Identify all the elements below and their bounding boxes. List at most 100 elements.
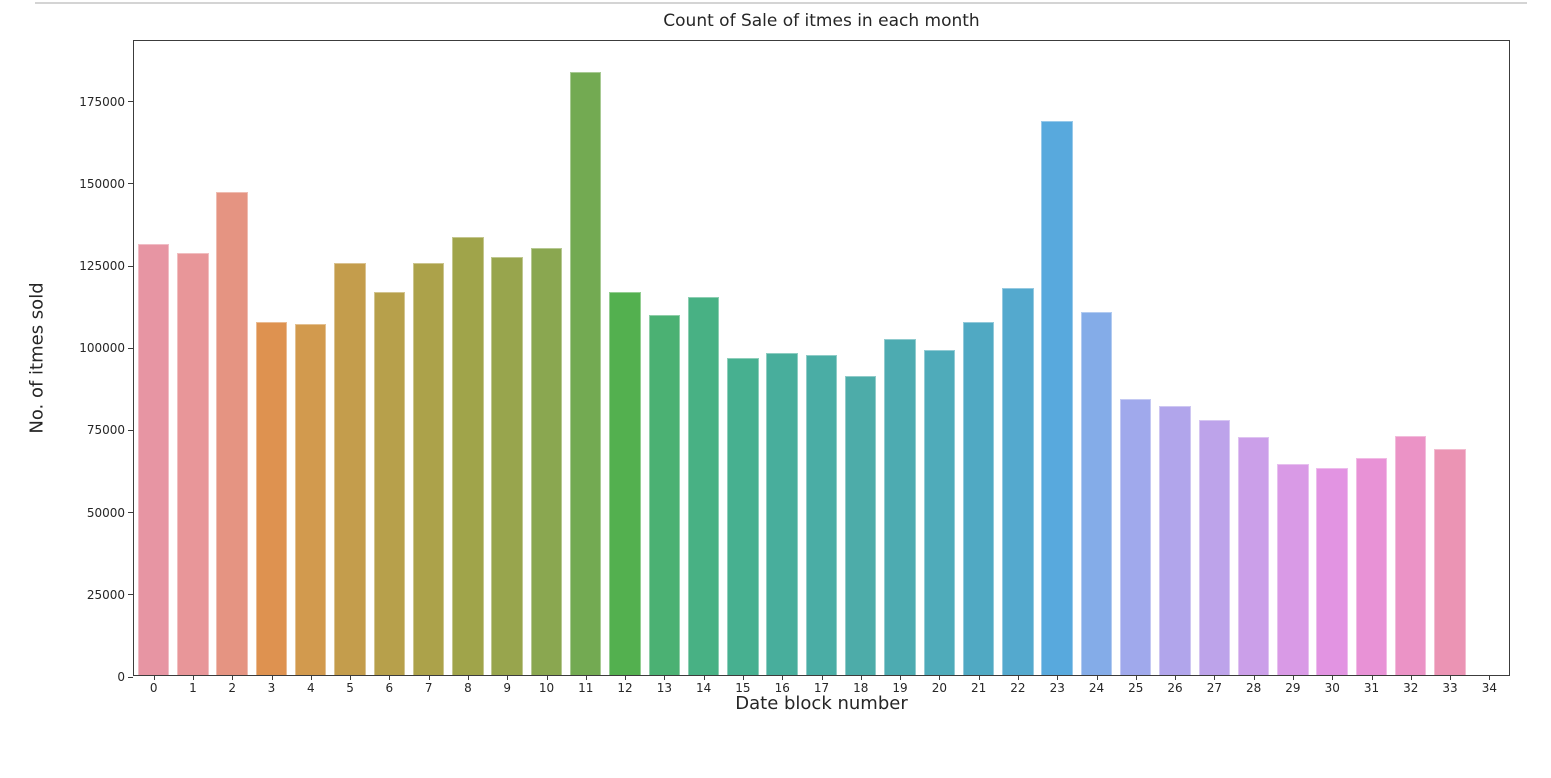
x-tick-label: 28: [1246, 681, 1262, 695]
bar-slot-14: [684, 41, 723, 675]
x-tick-label: 17: [813, 681, 830, 695]
x-tick-label: 23: [1049, 681, 1065, 695]
x-tick-mark: [192, 675, 194, 680]
x-tick-label: 25: [1128, 681, 1144, 695]
bar-16: [766, 353, 798, 675]
bar-slot-10: [527, 41, 566, 675]
x-tick-mark: [703, 675, 705, 680]
x-tick-mark: [900, 675, 902, 680]
x-tick-label: 21: [971, 681, 987, 695]
bar-slot-22: [998, 41, 1037, 675]
x-tick-mark: [1450, 675, 1452, 680]
x-tick-label: 5: [346, 681, 354, 695]
x-tick-label: 12: [617, 681, 633, 695]
bar-slot-13: [645, 41, 684, 675]
bar-slot-26: [1155, 41, 1194, 675]
bar-11: [570, 72, 602, 675]
x-tick-mark: [782, 675, 784, 680]
bar-slot-28: [1234, 41, 1273, 675]
bar-slot-31: [1352, 41, 1391, 675]
bar-2: [216, 192, 248, 675]
y-tick-label: 100000: [79, 341, 125, 356]
x-tick-label: 11: [578, 681, 594, 695]
x-tick-mark: [389, 675, 391, 680]
bar-slot-3: [252, 41, 291, 675]
x-tick-mark: [1096, 675, 1098, 680]
x-tick-mark: [271, 675, 273, 680]
x-tick-mark: [625, 675, 627, 680]
x-tick-mark: [232, 675, 234, 680]
x-tick-label: 13: [656, 681, 672, 695]
y-tick-mark: [128, 101, 133, 103]
x-tick-label: 3: [267, 681, 276, 695]
bar-slot-29: [1273, 41, 1312, 675]
bar-slot-16: [763, 41, 802, 675]
x-tick-label: 2: [228, 681, 237, 695]
x-tick-mark: [821, 675, 823, 680]
bar-slot-30: [1312, 41, 1351, 675]
x-tick-label: 16: [774, 681, 790, 695]
bar-slot-11: [566, 41, 605, 675]
x-tick-label: 20: [931, 681, 947, 695]
bar-slot-2: [213, 41, 252, 675]
y-tick-label: 75000: [86, 423, 125, 438]
x-tick-label: 26: [1167, 681, 1183, 695]
x-tick-label: 8: [464, 681, 472, 695]
bar-slot-34: [1470, 41, 1509, 675]
x-tick-label: 10: [538, 681, 555, 695]
bar-26: [1159, 405, 1191, 675]
x-tick-label: 4: [306, 681, 315, 695]
bar-15: [727, 357, 759, 675]
x-tick-label: 6: [385, 681, 394, 695]
bar-7: [412, 263, 445, 675]
bar-32: [1394, 435, 1427, 675]
x-tick-label: 22: [1010, 681, 1026, 695]
bar-22: [1002, 287, 1034, 675]
x-tick-mark: [507, 675, 509, 680]
y-tick-label: 25000: [86, 587, 125, 602]
x-tick-mark: [978, 675, 980, 680]
x-tick-mark: [1371, 675, 1373, 680]
bar-1: [177, 253, 209, 675]
x-tick-label: 29: [1285, 681, 1301, 695]
bar-18: [844, 376, 877, 675]
x-tick-label: 34: [1481, 681, 1497, 695]
x-tick-mark: [939, 675, 941, 680]
bar-30: [1316, 468, 1348, 675]
bar-slot-32: [1391, 41, 1430, 675]
x-tick-mark: [860, 675, 862, 680]
x-tick-mark: [1017, 675, 1019, 680]
x-tick-label: 31: [1363, 681, 1380, 695]
bar-5: [334, 263, 366, 675]
x-tick-label: 30: [1324, 681, 1340, 695]
bar-slot-5: [330, 41, 369, 675]
bar-19: [884, 338, 916, 675]
bar-25: [1119, 398, 1152, 675]
bar-8: [452, 237, 484, 675]
bar-slot-12: [605, 41, 644, 675]
x-tick-mark: [546, 675, 548, 680]
bar-slot-27: [1195, 41, 1234, 675]
x-tick-label: 15: [735, 681, 751, 695]
x-tick-mark: [310, 675, 312, 680]
bar-slot-19: [880, 41, 919, 675]
x-tick-mark: [1175, 675, 1177, 680]
x-tick-label: 19: [892, 681, 908, 695]
bar-24: [1080, 311, 1113, 675]
bar-10: [530, 248, 563, 675]
bar-4: [295, 324, 327, 675]
bar-6: [373, 291, 406, 675]
x-tick-mark: [1332, 675, 1334, 680]
x-tick-mark: [467, 675, 469, 680]
bars-container: [134, 41, 1509, 675]
x-axis-label: Date block number: [735, 693, 908, 714]
bar-slot-21: [959, 41, 998, 675]
y-tick-mark: [128, 512, 133, 514]
x-tick-label: 14: [696, 681, 712, 695]
x-tick-label: 18: [853, 681, 869, 695]
bar-slot-25: [1116, 41, 1155, 675]
bar-21: [962, 322, 995, 675]
x-tick-label: 27: [1206, 681, 1222, 695]
chart-title: Count of Sale of itmes in each month: [663, 11, 980, 31]
